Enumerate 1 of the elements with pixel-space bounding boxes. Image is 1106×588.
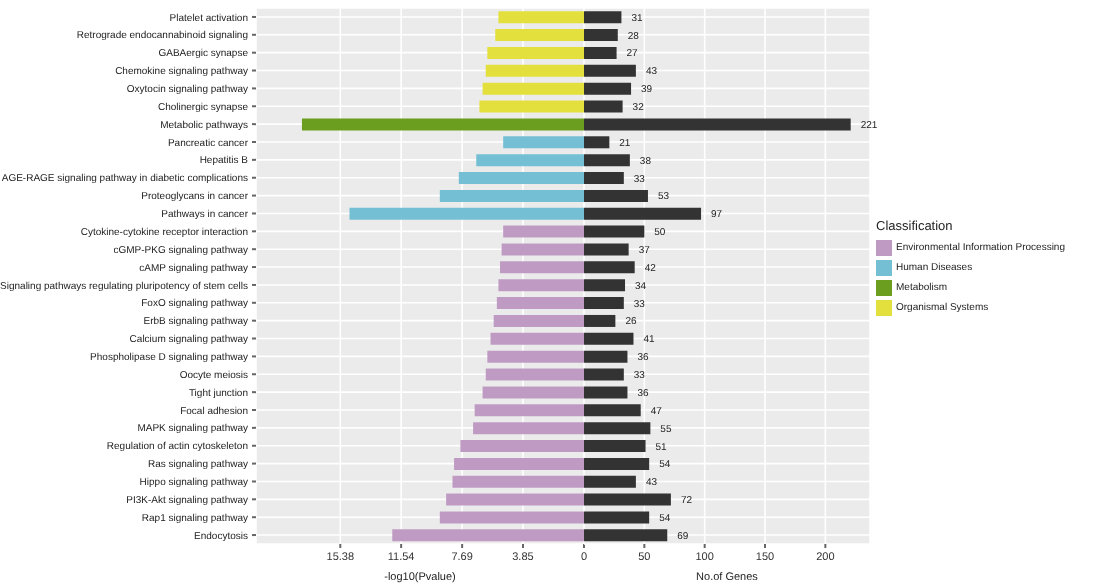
bar: [584, 172, 624, 185]
